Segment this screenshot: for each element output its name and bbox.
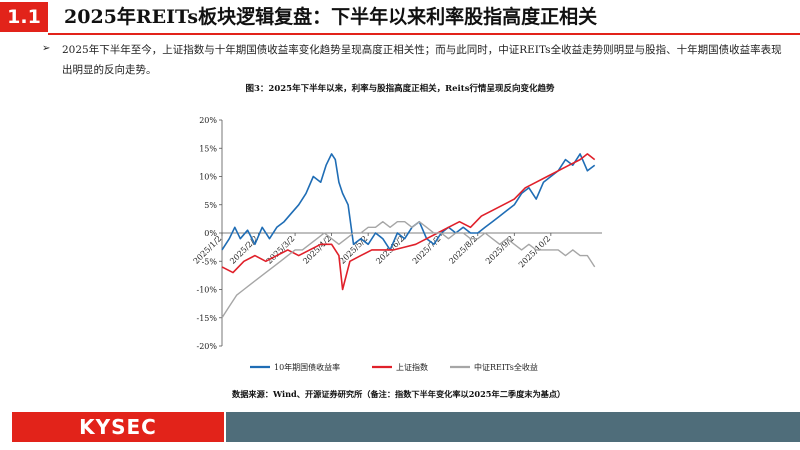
y-axis: -20% -15% -10% -5% 0% 5% 10% 15% 20%	[197, 116, 223, 351]
chart-legend: 10年期国债收益率 上证指数 中证REITs全收益	[250, 362, 538, 372]
figure-title: 图3：2025年下半年以来，利率与股指高度正相关，Reits行情呈现反向变化趋势	[245, 84, 555, 94]
section-number: 1.1	[0, 2, 48, 32]
bullet-arrow-icon: ➢	[42, 43, 51, 54]
page-title: 2025年REITs板块逻辑复盘：下半年以来利率股指高度正相关	[64, 6, 598, 28]
x-axis: 2025/1/2 2025/2/2 2025/3/2 2025/4/2 2025/5/2…	[192, 232, 602, 269]
bullet-paragraph: 2025年下半年至今，上证指数与十年期国债收益率变化趋势呈现高度正相关性；而与此…	[62, 44, 782, 76]
footer-bar	[226, 412, 800, 442]
legend-label: 上证指数	[396, 362, 428, 372]
x-tick-label: 2025/10/2	[517, 234, 552, 269]
legend-label: 10年期国债收益率	[274, 362, 340, 372]
y-tick-label: 0%	[204, 229, 217, 238]
series-line-2	[221, 220, 596, 319]
series-line-1	[221, 153, 596, 291]
y-tick-label: -15%	[197, 314, 218, 323]
page-header: 1.1 2025年REITs板块逻辑复盘：下半年以来利率股指高度正相关	[0, 0, 800, 35]
series-lines	[221, 153, 596, 319]
x-tick-label: 2025/5/2	[338, 234, 370, 266]
x-tick-label: 2025/9/2	[484, 234, 516, 266]
y-tick-label: 15%	[199, 144, 217, 153]
y-tick-label: -5%	[202, 257, 218, 266]
y-tick-label: -10%	[197, 286, 218, 295]
data-source-note: 数据来源：Wind、开源证券研究所（备注：指数下半年变化率以2025年二季度末为…	[232, 389, 566, 399]
line-chart: -20% -15% -10% -5% 0% 5% 10% 15% 20% 2025/1/2 202…	[192, 116, 602, 372]
y-tick-label: -20%	[197, 342, 218, 351]
y-tick-label: 10%	[199, 173, 217, 182]
kysec-logo: KYSEC	[12, 412, 224, 442]
series-line-0	[221, 153, 596, 251]
page-footer: KYSEC	[0, 410, 800, 450]
header-rule	[48, 33, 800, 35]
legend-label: 中证REITs全收益	[474, 362, 538, 372]
y-tick-label: 5%	[204, 201, 217, 210]
y-tick-label: 20%	[199, 116, 217, 125]
